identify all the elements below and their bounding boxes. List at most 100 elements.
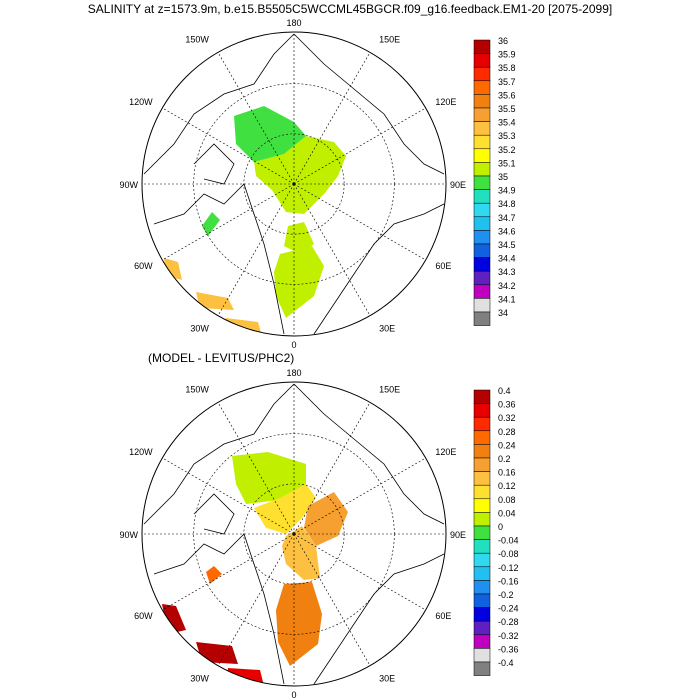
colorbar-label-20: -0.4 xyxy=(498,658,514,668)
colorbar-label-19: -0.36 xyxy=(498,644,519,654)
colorbar-swatch-16 xyxy=(473,257,491,272)
meridian-330 xyxy=(217,533,295,666)
colorbar-swatch-9 xyxy=(473,512,491,527)
colorbar-swatch-10 xyxy=(473,175,491,190)
region-north-atlantic xyxy=(226,668,264,686)
colorbar-swatch-20 xyxy=(473,661,491,676)
colorbar-label-15: -0.2 xyxy=(498,590,514,600)
colorbar-swatch-6 xyxy=(473,471,491,486)
colorbar-label-0: 36 xyxy=(498,36,508,46)
colorbar-label-1: 0.36 xyxy=(498,400,516,410)
colorbar-swatch-2 xyxy=(473,66,491,82)
colorbar: 36 35.9 35.8 35.7 35.6 35.5 35.4 35.3 35.2 35.1 35… xyxy=(473,36,516,326)
colorbar-label-2: 0.32 xyxy=(498,413,516,423)
colorbar-swatch-9 xyxy=(473,162,491,177)
coastline-1 xyxy=(293,33,445,175)
longitude-label-upper_right2: 120E xyxy=(435,97,456,107)
colorbar-swatch-10 xyxy=(473,525,491,540)
colorbar-label-8: 35.2 xyxy=(498,145,516,155)
region-canadian-basin xyxy=(234,106,306,162)
colorbar-label-8: 0.08 xyxy=(498,495,516,505)
colorbar-label-7: 35.3 xyxy=(498,131,516,141)
longitude-label-left: 90W xyxy=(119,530,138,540)
coastline-2 xyxy=(153,183,285,335)
colorbar-swatch-2 xyxy=(473,416,491,432)
longitude-label-upper_left2: 120W xyxy=(129,97,153,107)
longitude-label-lower_right2: 30E xyxy=(379,673,395,683)
colorbar-label-16: -0.24 xyxy=(498,604,519,614)
map-boundary xyxy=(141,31,447,337)
longitude-label-top: 180 xyxy=(286,18,301,28)
longitude-label-right: 90E xyxy=(450,530,466,540)
meridian-210 xyxy=(217,52,295,185)
colorbar-swatch-11 xyxy=(473,189,491,204)
colorbar-swatch-13 xyxy=(473,566,491,581)
longitude-label-lower_right: 60E xyxy=(435,611,451,621)
colorbar-swatch-17 xyxy=(473,270,491,286)
colorbar-label-3: 0.28 xyxy=(498,427,516,437)
region-nordic-seas xyxy=(274,246,324,318)
longitude-label-right: 90E xyxy=(450,180,466,190)
region-fram-strait xyxy=(282,526,320,580)
region-fram-strait xyxy=(284,222,314,254)
colorbar-swatch-5 xyxy=(473,107,491,122)
colorbar-swatch-14 xyxy=(473,580,491,595)
colorbar-swatch-3 xyxy=(473,80,491,95)
colorbar-label-17: -0.28 xyxy=(498,617,519,627)
colorbar-swatch-16 xyxy=(473,607,491,622)
colorbar-label-13: -0.12 xyxy=(498,563,519,573)
colorbar-swatch-6 xyxy=(473,121,491,136)
longitude-label-top: 180 xyxy=(286,368,301,378)
meridian-30 xyxy=(293,533,371,666)
colorbar-label-20: 34 xyxy=(498,308,508,318)
colorbar-label-2: 35.8 xyxy=(498,63,516,73)
colorbar-swatch-8 xyxy=(473,498,491,513)
region-labrador-sea xyxy=(162,604,186,634)
colorbar-swatch-14 xyxy=(473,230,491,245)
colorbar-label-19: 34.1 xyxy=(498,294,516,304)
map-boundary xyxy=(141,381,447,687)
meridian-210 xyxy=(217,402,295,535)
panel-2-title: (MODEL - LEVITUS/PHC2) xyxy=(148,351,295,365)
meridian-240 xyxy=(162,107,295,185)
colorbar-swatch-18 xyxy=(473,284,491,299)
colorbar-label-17: 34.3 xyxy=(498,267,516,277)
region-baffin-bay xyxy=(206,566,222,584)
longitude-label-lower_left: 60W xyxy=(134,261,153,271)
region-eurasian-basin xyxy=(254,484,316,534)
region-eurasian-basin xyxy=(254,136,346,214)
region-irminger-basin xyxy=(196,292,234,310)
coastline-4 xyxy=(193,493,235,535)
longitude-label-left: 90W xyxy=(119,180,138,190)
meridian-30 xyxy=(293,183,371,316)
colorbar-swatch-17 xyxy=(473,620,491,636)
colorbar-swatch-4 xyxy=(473,94,491,109)
longitude-label-lower_left2: 30W xyxy=(190,673,209,683)
colorbar-label-15: 34.5 xyxy=(498,240,516,250)
meridian-60 xyxy=(293,533,426,611)
colorbar-label-12: 34.8 xyxy=(498,199,516,209)
map-area xyxy=(142,32,446,336)
colorbar-label-6: 35.4 xyxy=(498,118,516,128)
colorbar-swatch-12 xyxy=(473,202,491,218)
colorbar: 0.4 0.36 0.32 0.28 0.24 0.2 0.16 0.12 0.08 0.04 0 -… xyxy=(473,386,519,676)
longitude-label-lower_right2: 30E xyxy=(379,323,395,333)
longitude-label-upper_right: 150E xyxy=(379,35,400,45)
longitude-label-upper_left: 150W xyxy=(185,385,209,395)
colorbar-swatch-15 xyxy=(473,243,491,258)
meridian-60 xyxy=(293,183,426,261)
meridian-330 xyxy=(217,183,295,316)
region-irminger-basin xyxy=(196,642,238,664)
colorbar-swatch-7 xyxy=(473,134,491,150)
meridian-300 xyxy=(162,183,295,261)
meridian-150 xyxy=(293,52,371,185)
colorbar-swatch-5 xyxy=(473,457,491,472)
colorbar-swatch-19 xyxy=(473,298,491,313)
colorbar-label-4: 35.6 xyxy=(498,90,516,100)
colorbar-label-7: 0.12 xyxy=(498,481,516,491)
colorbar-swatch-4 xyxy=(473,444,491,459)
colorbar-swatch-18 xyxy=(473,634,491,649)
colorbar-label-10: 35 xyxy=(498,172,508,182)
latitude-circle-0 xyxy=(243,483,345,585)
